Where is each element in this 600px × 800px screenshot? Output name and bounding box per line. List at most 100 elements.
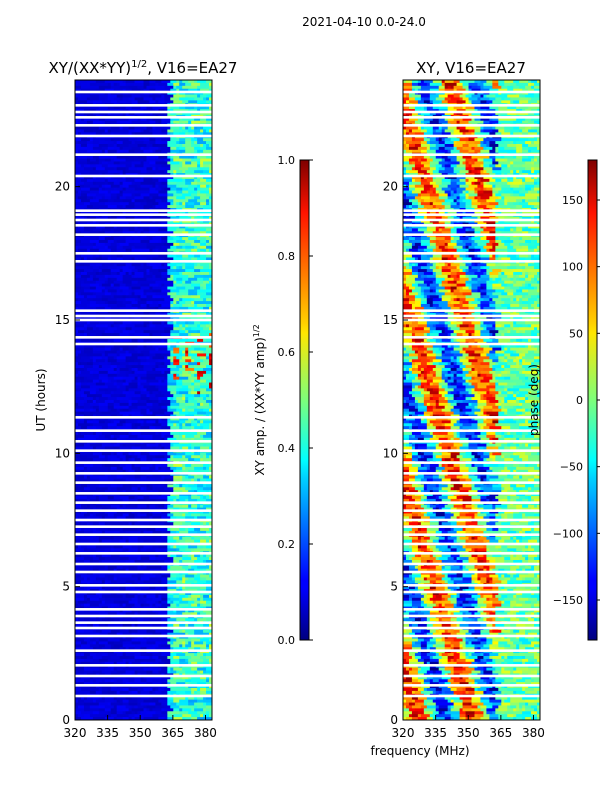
heatmap-cell [164,469,174,474]
heatmap-cell [110,202,118,206]
heatmap-cell [203,522,207,526]
heatmap-cell [185,141,192,145]
heatmap-cell [131,624,135,628]
heatmap-cell [146,292,156,296]
heatmap-cell [134,82,144,87]
heatmap-cell [131,487,135,491]
heatmap-cell [155,455,165,459]
heatmap-cell [119,312,127,317]
heatmap-cell [89,411,94,415]
heatmap-cell [179,301,186,305]
heatmap-cell [209,263,212,267]
heatmap-cell [92,434,100,439]
heatmap-cell [125,205,135,209]
heatmap-cell [119,493,130,497]
heatmap-cell [110,530,115,535]
heatmap-cell [75,513,79,517]
heatmap-cell [149,516,153,520]
heatmap-cell [143,632,147,637]
heatmap-cell [83,368,88,372]
heatmap-cell [113,420,121,424]
heatmap-cell [95,333,103,337]
heatmap-cell [101,493,112,497]
heatmap-cell [140,458,144,462]
heatmap-cell [116,304,124,308]
heatmap-cell [110,391,115,395]
heatmap-cell [107,455,118,459]
heatmap-cell [125,437,132,442]
heatmap-cell [107,94,118,98]
heatmap-cell [83,280,94,285]
heatmap-cell [92,557,100,561]
heatmap-cell [170,554,177,558]
heatmap-cell [209,423,212,427]
heatmap-cell [167,193,174,197]
heatmap-cell [146,478,153,482]
heatmap-cell [206,580,212,584]
heatmap-cell [80,580,91,584]
heatmap-cell [89,688,100,692]
heatmap-cell [77,600,88,605]
heatmap-cell [98,144,109,148]
heatmap-cell [137,539,144,543]
heatmap-cell [128,144,138,148]
heatmap-cell [113,696,118,701]
heatmap-cell [86,327,91,331]
heatmap-cell [116,327,127,331]
heatmap-cell [92,141,100,145]
heatmap-cell [83,167,94,171]
heatmap-cell [119,184,124,189]
heatmap-cell [110,432,118,436]
heatmap-cell [200,283,207,287]
heatmap-cell [179,577,183,581]
heatmap-cell [182,466,186,471]
heatmap-cell [134,679,141,683]
heatmap-cell [134,330,141,334]
heatmap-cell [197,353,207,357]
heatmap-cell [77,330,85,334]
heatmap-cell [197,507,207,511]
heatmap-cell [92,522,100,526]
heatmap-cell [209,112,212,116]
heatmap-cell [179,592,186,596]
heatmap-cell [116,493,121,497]
heatmap-cell [98,205,109,209]
heatmap-cell [197,373,204,378]
heatmap-cell [92,225,97,229]
heatmap-cell [125,257,132,261]
heatmap-cell [161,513,168,517]
heatmap-cell [185,266,195,270]
heatmap-cell [116,193,124,197]
heatmap-cell [140,609,147,613]
heatmap-cell [134,129,141,133]
heatmap-cell [173,301,177,305]
heatmap-cell [98,370,109,375]
heatmap-cell [164,94,174,98]
heatmap-cell [191,592,201,596]
heatmap-cell [158,568,168,573]
heatmap-cell [86,146,94,151]
heatmap-cell [197,484,204,488]
heatmap-cell [170,603,177,607]
heatmap-cell [188,100,198,104]
heatmap-cell [164,333,171,337]
heatmap-cell [75,446,85,450]
heatmap-cell [104,359,109,363]
heatmap-cell [161,600,168,605]
heatmap-cell [128,167,138,171]
heatmap-cell [140,507,150,511]
heatmap-cell [209,679,212,683]
heatmap-cell [95,394,100,398]
heatmap-cell [170,146,177,151]
heatmap-cell [95,577,106,581]
heatmap-cell [83,112,94,116]
heatmap-cell [98,510,106,514]
heatmap-cell [86,295,97,299]
heatmap-cell [137,609,141,613]
heatmap-cell [206,388,212,392]
heatmap-cell [200,379,207,383]
heatmap-cell [137,612,147,616]
heatmap-cell [104,536,115,541]
heatmap-cell [185,347,189,351]
heatmap-cell [122,382,130,386]
